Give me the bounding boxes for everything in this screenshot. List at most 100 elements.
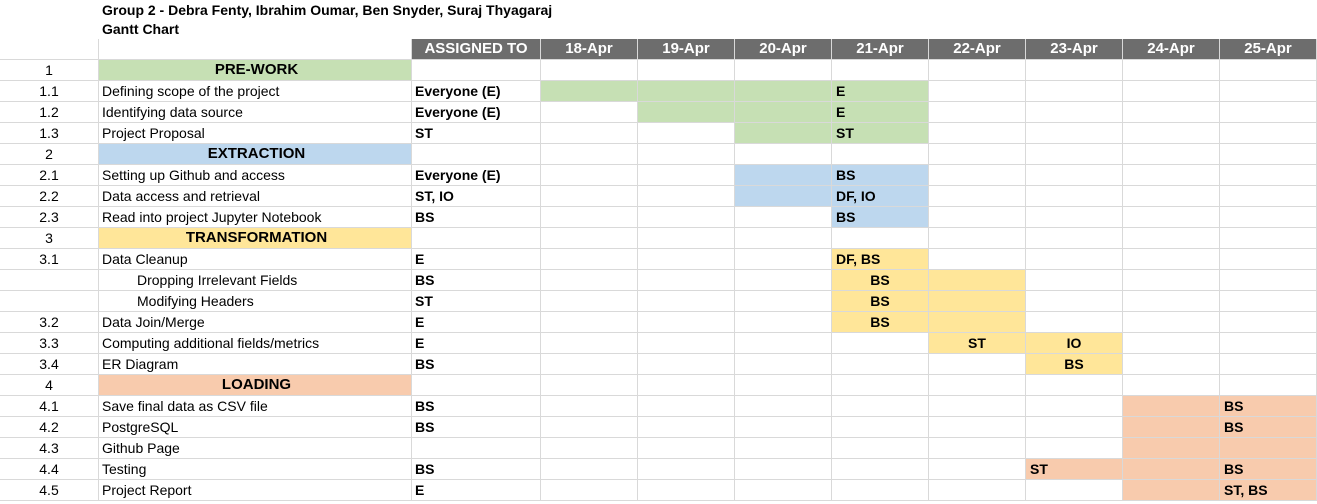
gantt-bar-cell[interactable] [929,270,1026,291]
gantt-bar-cell[interactable] [735,102,832,123]
header-day[interactable]: 23-Apr [1026,39,1123,60]
day-cell[interactable] [1220,291,1317,312]
header-day[interactable]: 18-Apr [541,39,638,60]
day-cell[interactable] [735,249,832,270]
row-number[interactable]: 2.3 [0,207,99,228]
day-cell[interactable] [1220,270,1317,291]
day-cell[interactable] [1123,249,1220,270]
day-cell[interactable] [929,165,1026,186]
day-cell[interactable] [832,375,929,396]
task-name[interactable]: Defining scope of the project [99,81,412,102]
day-cell[interactable] [638,291,735,312]
task-name[interactable]: Data Join/Merge [99,312,412,333]
assigned-cell[interactable] [412,60,541,81]
day-cell[interactable] [638,459,735,480]
row-number[interactable] [0,270,99,291]
day-cell[interactable] [832,228,929,249]
day-cell[interactable] [541,186,638,207]
assigned-cell[interactable]: Everyone (E) [412,81,541,102]
day-cell[interactable] [1026,81,1123,102]
header-day[interactable]: 19-Apr [638,39,735,60]
day-cell[interactable] [735,144,832,165]
day-cell[interactable] [1123,375,1220,396]
day-cell[interactable] [541,396,638,417]
row-number[interactable]: 4.3 [0,438,99,459]
day-cell[interactable] [638,207,735,228]
assigned-cell[interactable]: BS [412,459,541,480]
gantt-bar-cell[interactable] [1123,459,1220,480]
gantt-bar-label[interactable]: BS [832,207,929,228]
row-number[interactable] [0,291,99,312]
section-title[interactable]: LOADING [99,375,412,396]
assigned-cell[interactable]: Everyone (E) [412,165,541,186]
row-number[interactable]: 4.4 [0,459,99,480]
day-cell[interactable] [1123,186,1220,207]
day-cell[interactable] [1220,144,1317,165]
day-cell[interactable] [735,291,832,312]
day-cell[interactable] [1026,480,1123,501]
task-name[interactable]: Read into project Jupyter Notebook [99,207,412,228]
section-title[interactable]: PRE-WORK [99,60,412,81]
day-cell[interactable] [929,396,1026,417]
day-cell[interactable] [638,165,735,186]
day-cell[interactable] [929,375,1026,396]
day-cell[interactable] [929,480,1026,501]
day-cell[interactable] [541,438,638,459]
gantt-bar-cell[interactable] [735,81,832,102]
section-title[interactable]: TRANSFORMATION [99,228,412,249]
day-cell[interactable] [832,438,929,459]
day-cell[interactable] [1026,60,1123,81]
gantt-bar-label[interactable]: ST [929,333,1026,354]
gantt-bar-label[interactable]: ST [832,123,929,144]
day-cell[interactable] [735,228,832,249]
row-number[interactable]: 3.4 [0,354,99,375]
gantt-bar-label[interactable]: ST [1026,459,1123,480]
day-cell[interactable] [1123,123,1220,144]
assigned-cell[interactable]: E [412,312,541,333]
day-cell[interactable] [638,375,735,396]
day-cell[interactable] [735,459,832,480]
day-cell[interactable] [638,186,735,207]
task-name[interactable]: Setting up Github and access [99,165,412,186]
day-cell[interactable] [929,123,1026,144]
assigned-cell[interactable]: E [412,480,541,501]
assigned-cell[interactable]: E [412,333,541,354]
day-cell[interactable] [541,144,638,165]
day-cell[interactable] [832,144,929,165]
gantt-bar-cell[interactable] [929,312,1026,333]
day-cell[interactable] [1220,207,1317,228]
chart-title[interactable]: Gantt Chart [102,21,179,37]
day-cell[interactable] [638,144,735,165]
day-cell[interactable] [1123,333,1220,354]
gantt-bar-label[interactable]: BS [832,291,929,312]
gantt-bar-label[interactable]: BS [1220,396,1317,417]
row-number[interactable]: 3.3 [0,333,99,354]
gantt-bar-cell[interactable] [638,81,735,102]
day-cell[interactable] [929,249,1026,270]
day-cell[interactable] [541,228,638,249]
day-cell[interactable] [1026,438,1123,459]
day-cell[interactable] [1220,102,1317,123]
gantt-bar-cell[interactable] [735,186,832,207]
day-cell[interactable] [1123,270,1220,291]
day-cell[interactable] [735,333,832,354]
day-cell[interactable] [735,312,832,333]
gantt-bar-cell[interactable] [1123,417,1220,438]
day-cell[interactable] [832,396,929,417]
day-cell[interactable] [832,333,929,354]
day-cell[interactable] [1026,165,1123,186]
assigned-cell[interactable]: ST [412,291,541,312]
header-assigned-to[interactable]: ASSIGNED TO [412,39,541,60]
assigned-cell[interactable]: ST [412,123,541,144]
row-number[interactable]: 3.2 [0,312,99,333]
day-cell[interactable] [541,459,638,480]
day-cell[interactable] [1123,354,1220,375]
day-cell[interactable] [541,207,638,228]
day-cell[interactable] [735,375,832,396]
day-cell[interactable] [1123,228,1220,249]
day-cell[interactable] [638,270,735,291]
row-number[interactable]: 1.1 [0,81,99,102]
day-cell[interactable] [1026,228,1123,249]
assigned-cell[interactable]: ST, IO [412,186,541,207]
task-name[interactable]: Computing additional fields/metrics [99,333,412,354]
